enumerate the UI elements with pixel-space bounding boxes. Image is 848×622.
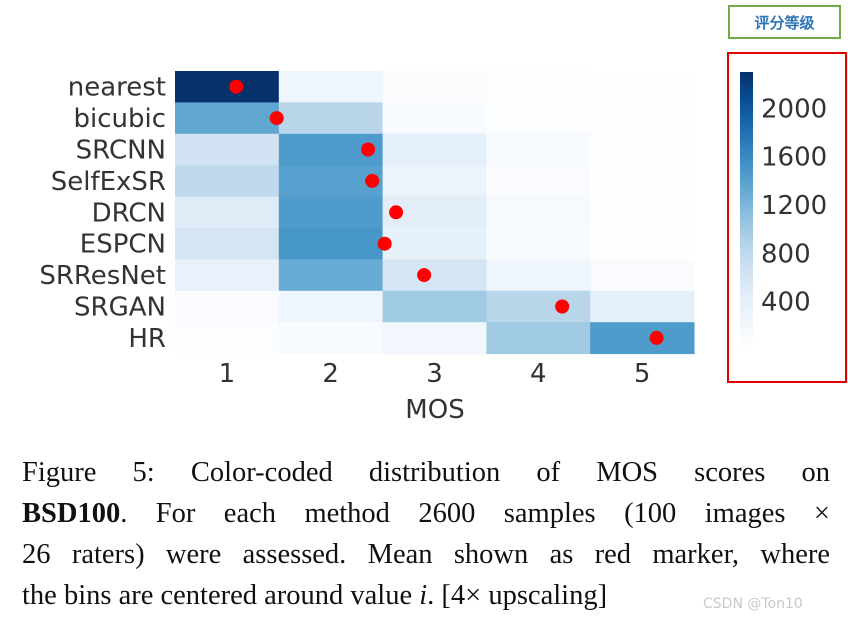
heatmap-cell-SRGAN-2 <box>278 290 384 323</box>
heatmap-cell-HR-3 <box>382 322 487 355</box>
x-tick-2: 2 <box>322 359 339 389</box>
heatmap-cell-SRGAN-5 <box>590 290 695 323</box>
caption-line-1: Figure 5: Color-coded distribution of MO… <box>22 452 830 493</box>
row-labels: nearestbicubicSRCNNSelfExSRDRCNESPCNSRRe… <box>39 73 166 354</box>
heatmap-cell-SRResNet-4 <box>486 259 591 292</box>
heatmap-cell-HR-1 <box>175 322 280 355</box>
heatmap-cell-SRResNet-1 <box>175 259 280 292</box>
heatmap-cell-nearest-1 <box>175 71 280 103</box>
mean-marker-SRCNN <box>361 142 376 157</box>
heatmap-cell-SelfExSR-3 <box>382 165 487 198</box>
caption-line-2-text: . For each method 2600 samples (100 imag… <box>120 498 830 529</box>
heatmap-cell-SelfExSR-5 <box>590 165 695 198</box>
mean-marker-HR <box>649 330 664 345</box>
heatmap-cell-DRCN-2 <box>278 196 384 229</box>
caption-line-4: the bins are centered around value i. [4… <box>22 575 830 616</box>
mean-marker-SRGAN <box>555 299 570 314</box>
x-tick-labels: 1 2 3 4 5 <box>219 359 651 389</box>
heatmap-cell-bicubic-2 <box>278 102 384 135</box>
mean-marker-nearest <box>229 79 244 94</box>
colorbar-tick-800: 800 <box>761 239 811 269</box>
row-label-HR: HR <box>128 324 166 354</box>
rating-scale-annotation-box: 评分等级 <box>728 5 841 39</box>
heatmap-cell-bicubic-3 <box>382 102 487 135</box>
heatmap-cell-ESPCN-1 <box>175 228 280 260</box>
heatmap-cell-SRCNN-1 <box>175 133 280 166</box>
mean-marker-SRResNet <box>417 268 432 283</box>
mean-marker-ESPCN <box>377 236 392 251</box>
row-label-SRGAN: SRGAN <box>74 293 166 323</box>
heatmap-cell-SRCNN-4 <box>486 133 591 166</box>
heatmap-cell-ESPCN-4 <box>486 228 591 260</box>
heatmap-cell-nearest-4 <box>486 71 591 103</box>
heatmap-cell-bicubic-5 <box>590 102 695 135</box>
row-label-ESPCN: ESPCN <box>80 230 166 260</box>
heatmap-cell-ESPCN-5 <box>590 228 695 260</box>
colorbar-tick-2000: 2000 <box>761 94 827 124</box>
colorbar-highlight-box <box>727 52 847 383</box>
caption-dataset-name: BSD100 <box>22 498 121 529</box>
heatmap-cell-SRCNN-3 <box>382 133 487 166</box>
colorbar-tick-1200: 1200 <box>761 191 827 221</box>
row-label-SRResNet: SRResNet <box>39 261 166 291</box>
row-label-SelfExSR: SelfExSR <box>51 167 166 197</box>
caption-variable-i: i <box>419 580 428 611</box>
row-label-nearest: nearest <box>68 73 166 103</box>
heatmap-cell-SRResNet-2 <box>278 259 384 292</box>
heatmap-cell-SRResNet-5 <box>590 259 695 292</box>
watermark: CSDN @Ton10 <box>703 596 803 612</box>
heatmap-cell-SelfExSR-1 <box>175 165 280 198</box>
heatmap-cell-nearest-2 <box>278 71 384 103</box>
colorbar-tick-labels: 400 800 1200 1600 2000 <box>761 94 827 317</box>
heatmap-cells <box>175 71 695 355</box>
x-tick-4: 4 <box>530 359 547 389</box>
row-label-bicubic: bicubic <box>73 104 166 134</box>
heatmap-cell-ESPCN-2 <box>278 228 384 260</box>
mos-heatmap-chart: nearestbicubicSRCNNSelfExSRDRCNESPCNSRRe… <box>39 71 827 425</box>
heatmap-cell-nearest-3 <box>382 71 487 103</box>
colorbar-tick-1600: 1600 <box>761 143 827 173</box>
mean-marker-DRCN <box>389 205 404 220</box>
caption-line-2: BSD100. For each method 2600 samples (10… <box>22 493 830 534</box>
mean-markers <box>229 79 664 345</box>
heatmap-cell-DRCN-5 <box>590 196 695 229</box>
caption-line-1-text: Figure 5: Color-coded distribution of MO… <box>22 457 830 488</box>
heatmap-cell-bicubic-4 <box>486 102 591 135</box>
heatmap-cell-ESPCN-3 <box>382 228 487 260</box>
colorbar <box>740 72 753 350</box>
mean-marker-SelfExSR <box>365 173 380 188</box>
heatmap-cell-SRGAN-4 <box>486 290 591 323</box>
heatmap-cell-SRResNet-3 <box>382 259 487 292</box>
x-tick-1: 1 <box>219 359 236 389</box>
mean-marker-bicubic <box>269 111 284 126</box>
row-label-DRCN: DRCN <box>92 198 166 228</box>
heatmap-cell-DRCN-4 <box>486 196 591 229</box>
heatmap-cell-SelfExSR-4 <box>486 165 591 198</box>
caption-line-3-text: 26 raters) were assessed. Mean shown as … <box>22 539 830 570</box>
row-label-SRCNN: SRCNN <box>76 136 166 166</box>
figure-caption: Figure 5: Color-coded distribution of MO… <box>22 452 830 616</box>
heatmap-cell-SRCNN-5 <box>590 133 695 166</box>
caption-line-4-pre: the bins are centered around value <box>22 580 420 611</box>
heatmap-cell-DRCN-1 <box>175 196 280 229</box>
caption-line-3: 26 raters) were assessed. Mean shown as … <box>22 534 830 575</box>
rating-scale-label: 评分等级 <box>754 13 815 32</box>
heatmap-cell-SRGAN-1 <box>175 290 280 323</box>
heatmap-cell-SRGAN-3 <box>382 290 487 323</box>
caption-line-4-post: . [4× upscaling] <box>427 580 608 611</box>
heatmap-cell-HR-2 <box>278 322 384 355</box>
heatmap-cell-HR-5 <box>590 322 695 355</box>
heatmap-cell-bicubic-1 <box>175 102 280 135</box>
x-tick-3: 3 <box>426 359 443 389</box>
x-axis-label: MOS <box>405 395 464 425</box>
colorbar-tick-400: 400 <box>761 288 811 318</box>
heatmap-cell-nearest-5 <box>590 71 695 103</box>
x-tick-5: 5 <box>634 359 651 389</box>
heatmap-cell-HR-4 <box>486 322 591 355</box>
